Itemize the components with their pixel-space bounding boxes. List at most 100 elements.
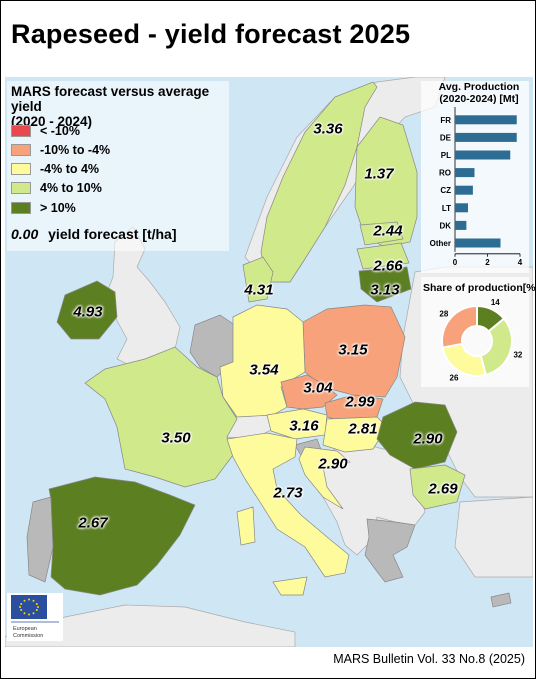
yield-label-pl: 3.15	[338, 341, 368, 359]
land-greece	[364, 518, 416, 583]
production-bar	[455, 132, 517, 142]
production-chart-title-line1: Avg. Production	[438, 81, 520, 93]
land-sicily	[272, 576, 308, 596]
land-finland	[354, 116, 418, 248]
eu-flag-icon: European Commission	[11, 595, 59, 639]
yield-label-bg: 2.69	[428, 480, 458, 498]
yield-label-de: 3.54	[249, 361, 279, 379]
land-czechia	[280, 374, 338, 410]
footer-citation: MARS Bulletin Vol. 33 No.8 (2025)	[333, 652, 525, 666]
production-bar	[455, 203, 468, 213]
production-bar	[455, 150, 511, 160]
land-ireland	[56, 280, 118, 340]
land-portugal	[26, 496, 54, 583]
yield-label-it: 2.73	[273, 484, 303, 502]
yield-label-ie: 4.93	[73, 303, 103, 321]
land-estonia	[359, 221, 404, 246]
share-donut-chart: 14 32 26 28	[439, 298, 522, 382]
legend-item: < -10%	[11, 123, 80, 138]
yield-label-hu: 2.81	[348, 420, 378, 438]
land-spain	[48, 476, 196, 596]
yield-label-fr: 3.50	[161, 429, 191, 447]
european-commission-logo: European Commission	[7, 593, 63, 641]
legend-title-line2: (2020 - 2024)	[11, 114, 93, 129]
share-chart-title: Share of production[%]	[423, 282, 536, 294]
donut-value-label: 32	[513, 350, 522, 359]
share-chart-panel: Share of production[%] 14 32 26 28	[421, 277, 536, 387]
eu-logo-text-2: Commission	[13, 633, 43, 639]
yield-label-es: 2.67	[78, 514, 108, 532]
legend-label: -10% to -4%	[40, 142, 111, 157]
legend-swatch	[11, 181, 31, 194]
production-chart-title: Avg. Production (2020-2024) [Mt]	[431, 81, 527, 105]
bar-x-tick-label: 0	[453, 258, 458, 267]
land-turkey	[454, 496, 533, 578]
land-north-africa	[5, 604, 296, 647]
land-italy	[226, 432, 350, 578]
legend-swatch	[11, 201, 31, 214]
land-lithuania	[358, 266, 412, 303]
legend: MARS forecast versus average yield (2020…	[7, 81, 229, 251]
yield-label-lt: 3.13	[370, 281, 400, 299]
land-germany	[219, 304, 306, 418]
bar-category-label: FR	[440, 116, 451, 125]
production-bar-chart: FR DE PL RO CZ LT DK Other 0 2 4	[430, 107, 523, 267]
land-bulgaria	[409, 464, 466, 510]
production-bar	[455, 185, 473, 195]
donut-slice	[441, 342, 487, 377]
donut-value-label: 28	[439, 310, 448, 319]
production-bar	[455, 168, 475, 178]
bar-category-label: CZ	[440, 186, 451, 195]
legend-swatch	[11, 124, 31, 137]
land-romania	[376, 401, 458, 470]
land-latvia	[356, 242, 410, 270]
bar-category-label: DK	[439, 221, 451, 230]
land-denmark	[242, 256, 274, 303]
yield-label-fi: 1.37	[364, 165, 394, 183]
legend-swatch	[11, 162, 31, 175]
production-bar	[455, 220, 467, 230]
donut-value-label: 26	[450, 373, 459, 382]
bar-category-label: Other	[430, 239, 451, 248]
legend-title-line1: MARS forecast versus average yield	[11, 84, 210, 114]
bar-category-label: LT	[442, 204, 451, 213]
bar-x-tick-label: 4	[518, 258, 523, 267]
donut-slice	[479, 317, 513, 377]
land-sweden	[260, 81, 378, 283]
eu-stars	[19, 598, 39, 616]
legend-forecast-sample: 0.00	[11, 226, 39, 242]
legend-swatch	[11, 143, 31, 156]
production-chart-panel: Avg. Production (2020-2024) [Mt] FR DE PL R…	[421, 81, 529, 273]
legend-item: -4% to 4%	[11, 161, 100, 176]
legend-label: < -10%	[40, 123, 80, 138]
bar-category-label: DE	[440, 133, 452, 142]
donut-slice	[441, 304, 478, 349]
legend-forecast-label: yield forecast [t/ha]	[48, 226, 177, 242]
bar-category-label: PL	[441, 151, 451, 160]
land-cyprus	[490, 592, 512, 608]
legend-label: > 10%	[40, 200, 76, 215]
legend-label: 4% to 10%	[40, 180, 102, 195]
yield-label-cz: 3.04	[303, 379, 333, 397]
bar-x-tick-label: 2	[485, 258, 490, 267]
yield-label-se: 3.36	[313, 120, 343, 138]
legend-item: > 10%	[11, 200, 76, 215]
land-croatia	[298, 446, 351, 510]
yield-label-at: 3.16	[289, 417, 319, 435]
yield-label-ee: 2.44	[373, 222, 403, 240]
land-sardinia	[236, 506, 256, 546]
production-chart-title-line2: (2020-2024) [Mt]	[439, 93, 519, 105]
land-hungary	[322, 416, 388, 453]
yield-label-ro: 2.90	[413, 430, 443, 448]
legend-item: 4% to 10%	[11, 180, 102, 195]
yield-label-dk: 4.31	[244, 281, 274, 299]
legend-item: -10% to -4%	[11, 142, 111, 157]
production-bar	[455, 115, 517, 125]
production-bar	[455, 238, 501, 248]
legend-label: -4% to 4%	[40, 161, 100, 176]
europe-map	[5, 77, 533, 647]
legend-forecast: 0.00 yield forecast [t/ha]	[11, 226, 177, 242]
page-title: Rapeseed - yield forecast 2025	[11, 19, 411, 49]
yield-label-hr: 2.90	[318, 455, 348, 473]
